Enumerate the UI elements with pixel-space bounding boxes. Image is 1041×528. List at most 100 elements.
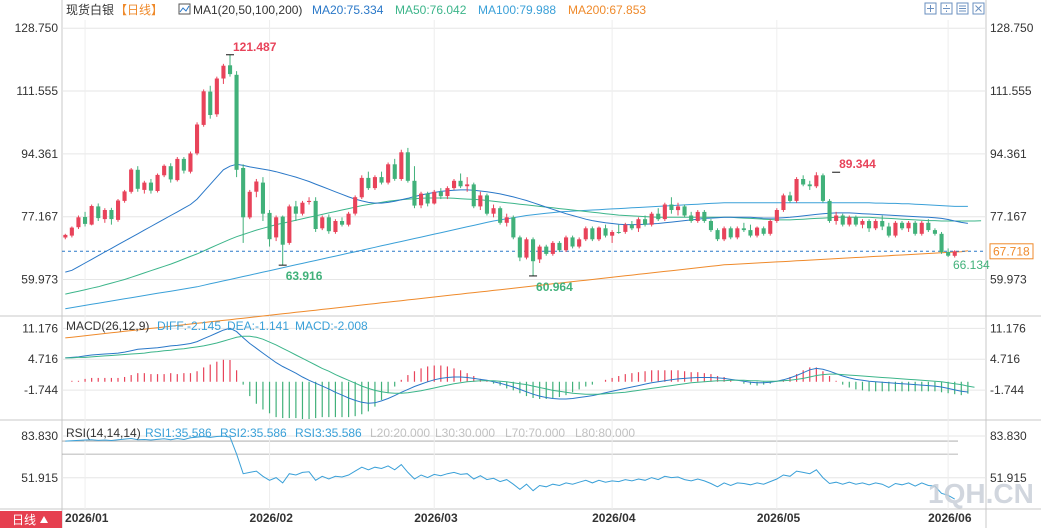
candle-body <box>820 175 825 201</box>
watermark: 1QH.CN <box>928 478 1034 509</box>
candle-up <box>478 191 483 211</box>
macd-dea-legend: DEA:-1.141 <box>227 319 289 333</box>
candle-body <box>583 228 588 240</box>
candle-body <box>293 206 298 214</box>
chart-toggle-icon[interactable] <box>956 2 969 15</box>
candle-up <box>201 89 206 127</box>
candle-down <box>886 222 891 238</box>
date-tick-label: 2026/02 <box>250 511 294 525</box>
candle-down <box>471 182 476 209</box>
candle-body <box>155 174 160 191</box>
candle-up <box>814 172 819 189</box>
candle-down <box>241 164 246 243</box>
candle-down <box>702 210 707 223</box>
candle-body <box>788 195 793 201</box>
candle-body <box>952 251 957 256</box>
macd-diff-line <box>65 327 968 404</box>
candle-up <box>63 233 68 240</box>
candle-up <box>676 202 681 216</box>
candle-down <box>438 188 443 200</box>
candle-down <box>366 171 371 190</box>
candle-down <box>135 166 140 192</box>
candle-body <box>715 230 720 240</box>
candle-down <box>820 173 825 203</box>
candle-up <box>274 215 279 242</box>
price-tick-left: 128.750 <box>15 21 59 35</box>
candle-body <box>471 184 476 207</box>
moving-average-lines <box>62 163 986 339</box>
candle-down <box>326 214 331 234</box>
candle-body <box>148 182 153 191</box>
ma50-legend: MA50:76.042 <box>395 3 467 17</box>
candle-up <box>774 208 779 223</box>
rsi-l30-legend: L30:30.000 <box>435 426 495 440</box>
period-label: 【日线】 <box>115 3 163 17</box>
period-switch-button[interactable]: 日线 <box>0 511 62 528</box>
candle-up <box>768 219 773 236</box>
candle-down <box>228 54 233 77</box>
candle-body <box>853 217 858 225</box>
candle-up <box>432 189 437 205</box>
axis-tick-labels: 128.750 128.750 111.555 111.555 94.361 94.361… <box>15 21 1034 525</box>
candle-body <box>893 222 898 236</box>
candle-body <box>76 217 81 228</box>
candle-body <box>63 234 68 238</box>
candle-body <box>834 215 839 221</box>
candle-body <box>116 200 121 220</box>
candle-body <box>504 217 509 223</box>
candle-down <box>807 180 812 190</box>
candle-body <box>761 228 766 234</box>
candle-up <box>155 173 160 193</box>
candle-body <box>234 74 239 170</box>
candle-up <box>386 162 391 185</box>
candle-up <box>399 149 404 181</box>
candle-up <box>722 226 727 242</box>
candle-body <box>195 124 200 154</box>
price-tick-right: 59.973 <box>990 273 1027 287</box>
ma-toggle-icon[interactable] <box>178 3 191 15</box>
rsi-l80-legend: L80:80.000 <box>575 426 635 440</box>
candle-body <box>768 221 773 234</box>
candle-down <box>260 177 265 221</box>
candle-body <box>432 191 437 204</box>
candle-body <box>287 206 292 243</box>
date-tick-label: 2026/01 <box>65 511 109 525</box>
candle-down <box>570 235 575 249</box>
candle-down <box>557 241 562 253</box>
candle-body <box>517 237 522 258</box>
candle-up <box>755 226 760 238</box>
ma100-line <box>65 202 968 310</box>
zoom-in-icon[interactable] <box>924 2 937 15</box>
candle-up <box>162 164 167 178</box>
date-tick-label: 2026/06 <box>928 511 972 525</box>
candle-down <box>643 215 648 227</box>
candle-body <box>590 228 595 240</box>
candle-body <box>511 217 516 238</box>
candle-body <box>919 222 924 234</box>
date-tick-label: 2026/03 <box>414 511 458 525</box>
zoom-out-icon[interactable] <box>940 2 953 15</box>
candle-down <box>840 213 845 227</box>
candle-up <box>906 220 911 232</box>
candle-up <box>287 204 292 245</box>
rsi-tick-left: 83.830 <box>21 429 58 443</box>
candle-down <box>867 219 872 232</box>
candle-up <box>662 202 667 221</box>
candle-body <box>300 202 305 214</box>
candle-body <box>676 206 681 211</box>
candle-up <box>524 237 529 260</box>
rsi2-legend: RSI2:35.586 <box>220 426 287 440</box>
candle-up <box>504 213 509 227</box>
candle-body <box>794 179 799 201</box>
candle-down <box>313 197 318 232</box>
candle-down <box>531 237 536 276</box>
candle-body <box>247 191 252 218</box>
close-icon[interactable] <box>972 2 985 15</box>
macd-series <box>65 327 975 420</box>
candle-up <box>419 191 424 209</box>
candle-body <box>129 169 134 192</box>
candle-down <box>939 231 944 254</box>
candle-up <box>300 200 305 216</box>
candle-body <box>669 204 674 210</box>
